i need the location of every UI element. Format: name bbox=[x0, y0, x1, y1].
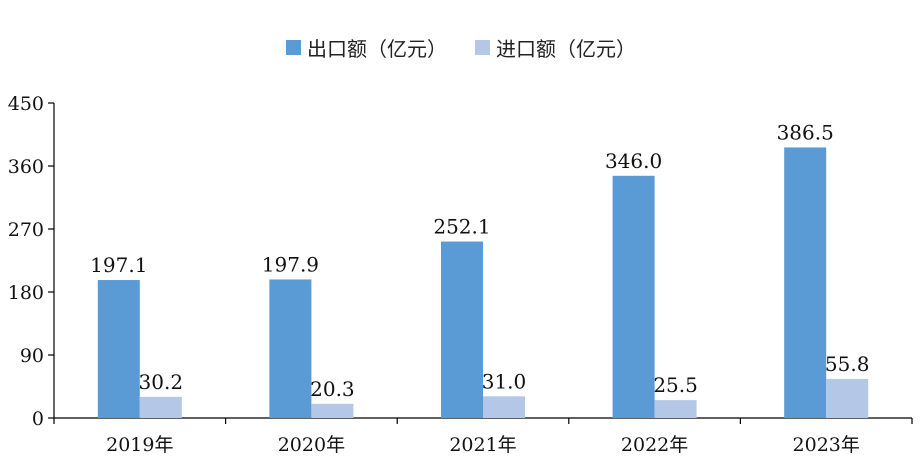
y-tick-label-1: 90 bbox=[20, 345, 44, 367]
x-tick-label-0: 2019年 bbox=[106, 434, 173, 456]
import-data-label-0: 30.2 bbox=[139, 370, 184, 394]
export-bar-2 bbox=[441, 241, 483, 418]
y-tick-label-0: 0 bbox=[32, 408, 44, 430]
export-data-label-0: 197.1 bbox=[90, 253, 147, 277]
y-tick-label-5: 450 bbox=[8, 93, 44, 115]
y-tick-label-3: 270 bbox=[8, 219, 44, 241]
import-bar-4 bbox=[826, 378, 869, 418]
export-data-label-4: 386.5 bbox=[777, 120, 834, 144]
import-bar-2 bbox=[483, 396, 525, 418]
export-bar-1 bbox=[269, 279, 312, 418]
import-data-label-1: 20.3 bbox=[310, 377, 355, 401]
import-bar-1 bbox=[311, 403, 354, 418]
y-tick-label-2: 180 bbox=[8, 282, 44, 304]
x-tick-label-3: 2022年 bbox=[621, 434, 688, 456]
legend-swatch-export bbox=[286, 39, 301, 55]
import-data-label-3: 25.5 bbox=[653, 373, 698, 397]
legend-label-export: 出口额（亿元） bbox=[307, 36, 447, 61]
export-bar-0 bbox=[97, 280, 140, 418]
x-tick-label-1: 2020年 bbox=[278, 434, 345, 456]
y-tick-label-4: 360 bbox=[8, 156, 44, 178]
import-data-label-4: 55.8 bbox=[825, 352, 870, 376]
export-bar-4 bbox=[784, 147, 827, 418]
export-data-label-1: 197.9 bbox=[262, 252, 319, 276]
export-data-label-2: 252.1 bbox=[433, 215, 490, 239]
legend: 出口额（亿元） 进口额（亿元） bbox=[0, 30, 922, 64]
import-data-label-2: 31.0 bbox=[482, 369, 527, 393]
legend-swatch-import bbox=[475, 39, 490, 55]
export-data-label-3: 346.0 bbox=[605, 149, 662, 173]
import-bar-3 bbox=[654, 400, 697, 418]
legend-label-import: 进口额（亿元） bbox=[496, 36, 636, 61]
x-tick-label-4: 2023年 bbox=[793, 434, 860, 456]
legend-item-import: 进口额（亿元） bbox=[475, 33, 636, 62]
export-bar-3 bbox=[612, 175, 655, 418]
legend-item-export: 出口额（亿元） bbox=[286, 33, 447, 62]
import-bar-0 bbox=[139, 396, 182, 418]
x-tick-label-2: 2021年 bbox=[449, 434, 516, 456]
